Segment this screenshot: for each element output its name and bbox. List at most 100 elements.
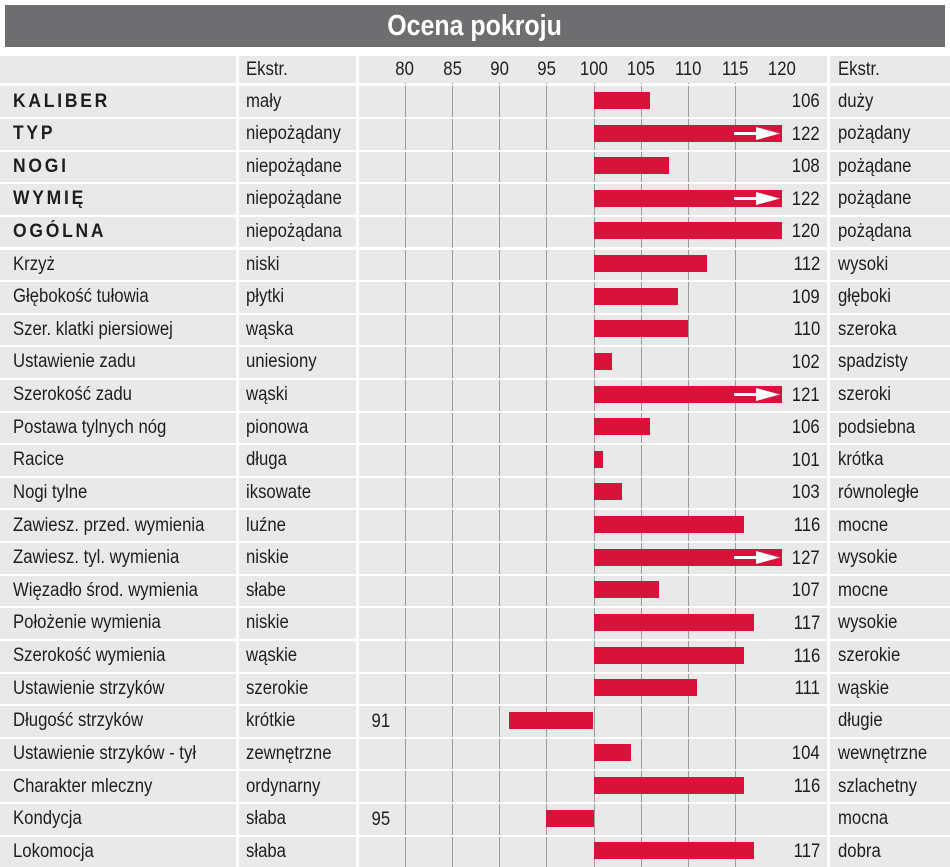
bar (593, 516, 745, 534)
row-label-text: KALIBER (13, 90, 111, 112)
bar (593, 287, 679, 305)
row-right-extreme: podsiebna (830, 412, 950, 443)
row-separator (0, 443, 950, 446)
row-separator (0, 280, 950, 283)
row-right-extreme-text: mocne (838, 514, 889, 536)
row-label: Więzadło środ. wymienia (5, 575, 235, 606)
table-row (0, 575, 950, 607)
row-label-text: WYMIĘ (13, 188, 87, 210)
table-row (0, 738, 950, 770)
row-right-extreme-text: wysokie (838, 547, 898, 569)
value-label: 121 (785, 380, 820, 411)
row-label-text: Lokomocja (13, 840, 94, 862)
row-right-extreme-text: równoległe (838, 481, 919, 503)
row-label-text: Szer. klatki piersiowej (13, 318, 173, 340)
tick-label-90: 90 (479, 56, 519, 83)
row-separator (0, 410, 950, 413)
row-right-extreme-text: dobra (838, 840, 881, 862)
tick-label-110: 110 (668, 56, 708, 83)
table-row (0, 118, 950, 150)
row-label: Krzyż (5, 249, 235, 280)
value-label: 120 (785, 216, 820, 247)
row-left-extreme-text: iksowate (246, 481, 312, 503)
right-extreme-header-text: Ekstr. (838, 58, 880, 80)
overflow-arrow-icon (734, 550, 780, 564)
value-label: 102 (785, 347, 820, 378)
row-left-extreme-text: płytki (246, 286, 285, 308)
row-label: Głębokość tułowia (5, 282, 235, 313)
row-separator (0, 475, 950, 478)
row-label-text: Zawiesz. przed. wymienia (13, 514, 205, 536)
row-separator (0, 834, 950, 837)
row-separator (0, 377, 950, 380)
row-right-extreme-text: szerokie (838, 645, 901, 667)
table-row (0, 444, 950, 476)
row-left-extreme: niskie (238, 543, 356, 574)
value-label-text: 112 (793, 254, 820, 276)
row-right-extreme-text: krótka (838, 449, 884, 471)
row-label: Położenie wymienia (5, 608, 235, 639)
row-right-extreme-text: podsiebna (838, 416, 916, 438)
value-label-text: 111 (794, 678, 820, 700)
row-right-extreme-text: pożądana (838, 220, 912, 242)
row-right-extreme-text: pożądane (838, 188, 912, 210)
grid-line-90 (499, 83, 500, 867)
row-label-text: Szerokość wymienia (13, 645, 166, 667)
table-row (0, 542, 950, 574)
row-label: Zawiesz. tyl. wymienia (5, 543, 235, 574)
grid-line-95 (546, 83, 547, 867)
row-left-extreme: luźne (238, 510, 356, 541)
chart-title: Ocena pokroju (387, 9, 563, 42)
value-label: 103 (785, 477, 820, 508)
row-label: Racice (5, 445, 235, 476)
row-right-extreme: pożądane (830, 151, 950, 182)
grid-line-100 (594, 83, 595, 867)
row-left-extreme: mały (238, 86, 356, 117)
tick-label-text: 100 (579, 59, 608, 80)
value-label: 117 (785, 836, 820, 867)
bar (593, 124, 782, 142)
row-left-extreme: wąski (238, 380, 356, 411)
row-separator (0, 704, 950, 707)
header-row-bg (0, 56, 950, 83)
row-right-extreme-text: wysokie (838, 612, 898, 634)
row-left-extreme-text: niskie (246, 547, 289, 569)
overflow-arrow-icon (734, 191, 780, 205)
row-right-extreme-text: pożądany (838, 123, 911, 145)
row-left-extreme: szerokie (238, 673, 356, 704)
tick-label-95: 95 (526, 56, 566, 83)
row-left-extreme-text: ordynarny (246, 775, 321, 797)
value-label: 95 (358, 804, 390, 835)
value-label: 106 (785, 86, 820, 117)
row-label-text: Zawiesz. tyl. wymienia (13, 547, 180, 569)
value-label: 122 (785, 119, 820, 150)
table-row (0, 836, 950, 867)
tick-label-85: 85 (432, 56, 472, 83)
value-label: 122 (785, 184, 820, 215)
value-label-text: 117 (793, 841, 820, 863)
row-label-text: Racice (13, 449, 65, 471)
row-label: Długość strzyków (5, 706, 235, 737)
bar (593, 842, 754, 860)
row-left-extreme-text: długa (246, 449, 287, 471)
table-row (0, 314, 950, 346)
value-label-text: 91 (371, 710, 390, 732)
row-left-extreme-text: pionowa (246, 416, 309, 438)
row-left-extreme: słaba (238, 836, 356, 867)
row-separator (0, 671, 950, 674)
tick-label-text: 95 (537, 59, 556, 80)
row-left-extreme-text: niepożądane (246, 188, 342, 210)
value-label-text: 120 (792, 221, 820, 243)
bar (593, 548, 782, 566)
row-label: Charakter mleczny (5, 771, 235, 802)
row-left-extreme: słaba (238, 804, 356, 835)
row-label-text: Krzyż (13, 253, 55, 275)
row-right-extreme: wysokie (830, 608, 950, 639)
table-row (0, 640, 950, 672)
bar (593, 385, 782, 403)
column-separator (827, 56, 830, 867)
row-right-extreme: wąskie (830, 673, 950, 704)
table-row (0, 86, 950, 117)
row-left-extreme: niepożądana (238, 216, 356, 247)
row-label: Nogi tylne (5, 477, 235, 508)
